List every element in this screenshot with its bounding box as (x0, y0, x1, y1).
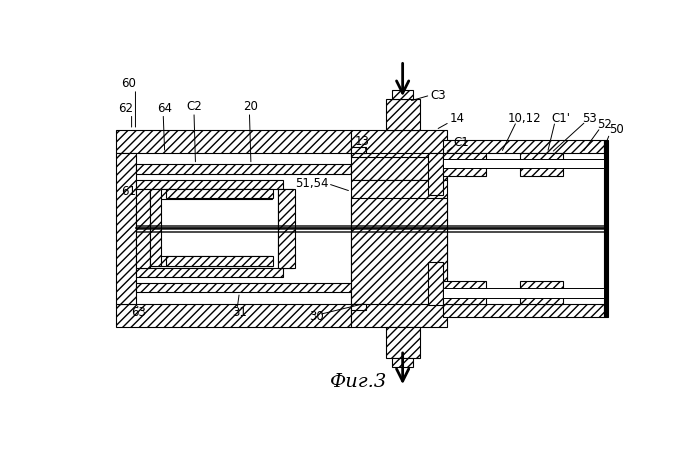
Bar (278, 189, 295, 268)
Bar (444, 140, 603, 153)
Bar (278, 189, 293, 268)
Text: 13: 13 (355, 135, 370, 148)
Bar (351, 198, 447, 304)
Text: 10,12: 10,12 (508, 112, 541, 125)
Bar (428, 153, 444, 195)
Bar (136, 164, 351, 173)
Bar (392, 90, 414, 99)
Text: 20: 20 (244, 100, 258, 113)
Text: 30: 30 (309, 310, 323, 323)
Bar (351, 130, 447, 180)
Bar (351, 276, 447, 327)
Text: C3: C3 (430, 89, 446, 101)
Bar (136, 283, 351, 292)
Bar (386, 327, 420, 358)
Bar (444, 289, 603, 298)
Text: C1: C1 (454, 136, 469, 149)
Bar (116, 130, 351, 153)
Text: 51,54: 51,54 (295, 177, 329, 190)
Bar (444, 281, 486, 304)
Bar (521, 153, 563, 176)
Text: 53: 53 (582, 112, 597, 125)
Bar (351, 147, 367, 153)
Bar (351, 304, 367, 310)
Text: 64: 64 (157, 102, 172, 115)
Bar (444, 159, 603, 169)
Bar (444, 153, 486, 176)
Bar (150, 189, 272, 199)
Bar (392, 358, 414, 367)
Text: 60: 60 (122, 77, 136, 90)
Text: 50: 50 (609, 123, 624, 136)
Bar (150, 189, 161, 266)
Bar (444, 304, 603, 317)
Text: 31: 31 (232, 306, 246, 319)
Text: 14: 14 (449, 112, 465, 125)
Bar (136, 268, 283, 277)
Bar (351, 180, 447, 276)
Bar (116, 153, 136, 304)
Bar (521, 281, 563, 304)
Polygon shape (167, 189, 272, 198)
Text: C1': C1' (552, 112, 570, 125)
Bar (386, 99, 420, 130)
Text: 52: 52 (598, 118, 612, 131)
Bar (150, 256, 272, 266)
Bar (603, 140, 608, 317)
Bar (116, 304, 351, 327)
Bar (136, 189, 150, 268)
Text: 61: 61 (122, 185, 136, 198)
Bar (136, 180, 283, 189)
Text: C2: C2 (186, 100, 202, 113)
Text: 63: 63 (132, 306, 146, 319)
Bar (428, 262, 444, 304)
Text: Фиг.3: Фиг.3 (330, 373, 387, 390)
Text: 62: 62 (118, 102, 134, 115)
Polygon shape (167, 256, 272, 266)
Bar (351, 153, 447, 157)
